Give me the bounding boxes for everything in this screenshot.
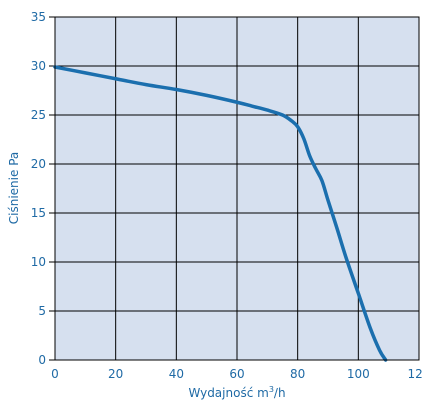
x-tick-labels: 0 20 40 60 80 100 120	[51, 367, 422, 381]
x-tick-label: 80	[290, 367, 305, 381]
plot-frame	[54, 16, 420, 361]
y-tick-label: 35	[31, 10, 46, 24]
x-tick-label: 120	[408, 367, 422, 381]
x-tick-label: 40	[169, 367, 184, 381]
y-tick-label: 5	[38, 304, 46, 318]
series-line	[53, 65, 388, 362]
y-tick-label: 0	[38, 353, 46, 367]
y-tick-label: 25	[31, 108, 46, 122]
y-tick-label: 30	[31, 59, 46, 73]
x-tick-label: 100	[347, 367, 370, 381]
x-axis-label: Wydajność m3/h	[188, 385, 285, 400]
y-tick-label: 10	[31, 255, 46, 269]
x-axis-label-sup: 3	[269, 385, 274, 394]
x-tick-label: 20	[108, 367, 123, 381]
y-axis-label: Ciśnienie Pa	[7, 152, 21, 224]
y-tick-label: 20	[31, 157, 46, 171]
y-tick-labels: 0 5 10 15 20 25 30 35	[31, 10, 46, 367]
x-tick-label: 60	[229, 367, 244, 381]
y-tick-label: 15	[31, 206, 46, 220]
x-tick-label: 0	[51, 367, 59, 381]
